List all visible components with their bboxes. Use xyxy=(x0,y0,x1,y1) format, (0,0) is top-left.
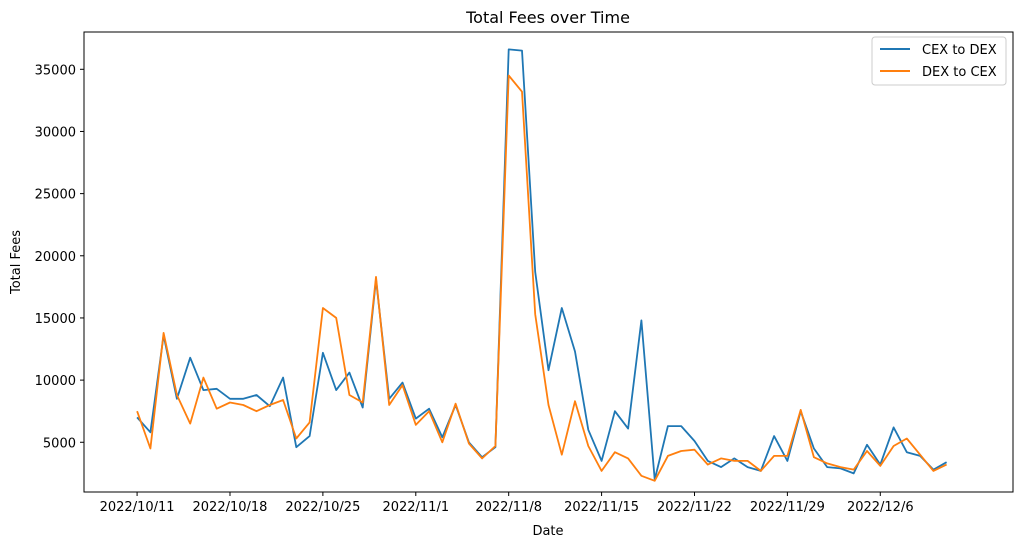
y-tick-label: 15000 xyxy=(35,312,76,327)
x-tick-label: 2022/11/15 xyxy=(564,500,639,515)
x-axis-label: Date xyxy=(532,524,563,539)
series-line-dex-to-cex xyxy=(136,74,947,482)
x-tick-label: 2022/11/8 xyxy=(475,500,542,515)
x-tick-label: 2022/10/11 xyxy=(100,500,175,515)
y-axis: 5000 10000 15000 20000 25000 30000 35000 xyxy=(35,63,84,451)
series-line-cex-to-dex xyxy=(136,48,948,481)
legend-label-cex-to-dex: CEX to DEX xyxy=(922,43,997,58)
plot-area xyxy=(83,31,1014,493)
y-tick-label: 20000 xyxy=(35,250,76,265)
chart-title: Total Fees over Time xyxy=(465,8,630,27)
plot-frame xyxy=(83,31,1014,493)
x-tick-label: 2022/11/29 xyxy=(750,500,825,515)
y-tick-label: 35000 xyxy=(35,63,76,78)
x-tick-label: 2022/10/18 xyxy=(193,500,268,515)
legend-label-dex-to-cex: DEX to CEX xyxy=(922,65,997,80)
y-tick-label: 5000 xyxy=(43,436,76,451)
x-tick-label: 2022/12/6 xyxy=(847,500,914,515)
y-axis-label: Total Fees xyxy=(9,230,24,295)
series-lines xyxy=(136,48,948,482)
x-tick-label: 2022/10/25 xyxy=(285,500,360,515)
x-tick-label: 2022/11/22 xyxy=(657,500,732,515)
y-tick-label: 30000 xyxy=(35,125,76,140)
x-tick-label: 2022/11/1 xyxy=(382,500,449,515)
y-tick-label: 10000 xyxy=(35,374,76,389)
legend: CEX to DEX DEX to CEX xyxy=(871,36,1007,86)
y-tick-label: 25000 xyxy=(35,188,76,203)
x-axis: 2022/10/11 2022/10/18 2022/10/25 2022/11/1 2… xyxy=(100,492,914,515)
